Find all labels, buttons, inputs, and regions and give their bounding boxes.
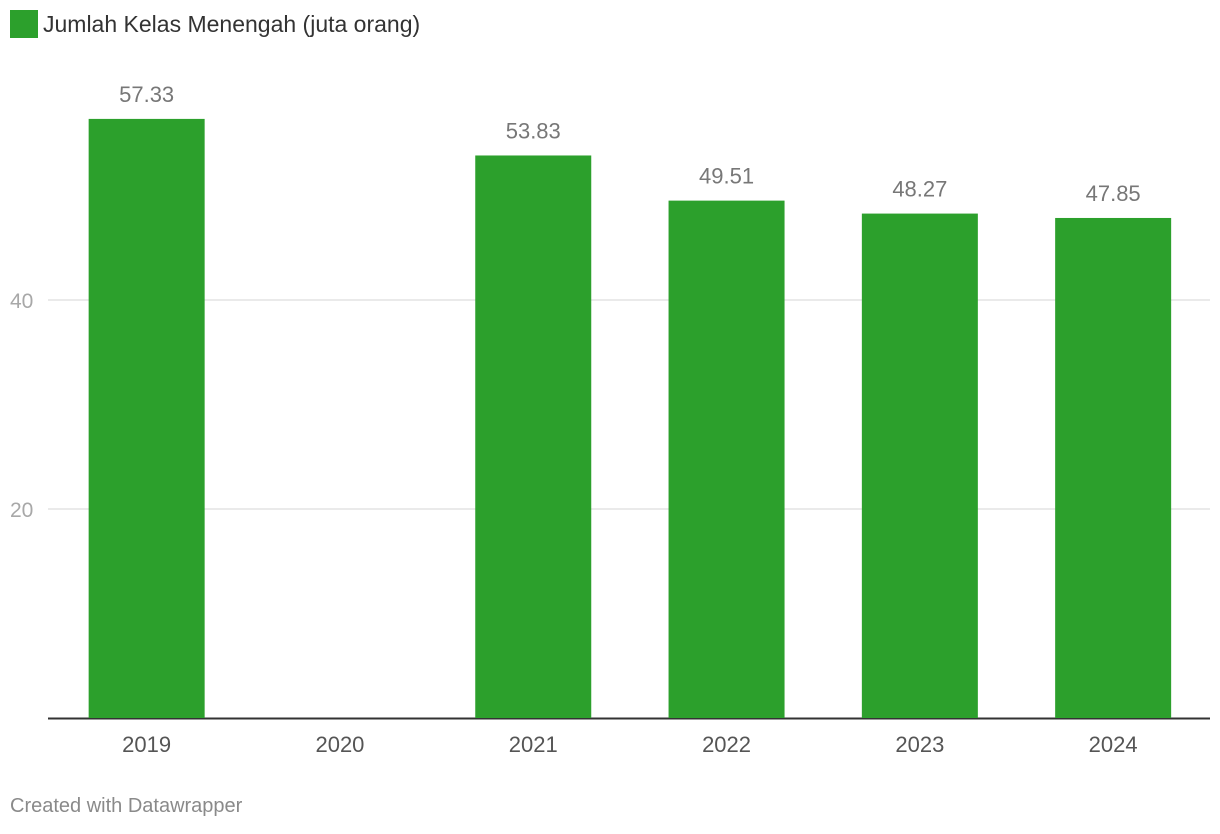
bar-2021 (475, 155, 592, 718)
bars (88, 118, 1172, 719)
bar-2022 (668, 200, 785, 719)
legend: Jumlah Kelas Menengah (juta orang) (10, 10, 420, 38)
y-tick-label-40: 40 (10, 290, 33, 313)
category-label-2024: 2024 (1089, 732, 1138, 757)
bar-2019 (88, 118, 205, 719)
value-label-2022: 49.51 (699, 164, 754, 189)
category-label-2019: 2019 (122, 732, 171, 757)
category-label-2023: 2023 (895, 732, 944, 757)
credit-text: Created with Datawrapper (10, 795, 243, 817)
category-label-2020: 2020 (315, 732, 364, 757)
value-label-2019: 57.33 (119, 82, 174, 107)
legend-swatch (10, 10, 38, 38)
value-label-2023: 48.27 (892, 177, 947, 202)
gridlines (48, 299, 1210, 720)
value-label-2021: 53.83 (506, 118, 561, 143)
bar-2023 (861, 213, 978, 719)
value-label-2024: 47.85 (1086, 181, 1141, 206)
category-label-2021: 2021 (509, 732, 558, 757)
bar-2024 (1055, 217, 1172, 718)
labels: 20 40 57.33 2019 2020 53.83 2021 49.51 2022 48.27… (10, 82, 1141, 757)
y-tick-label-20: 20 (10, 499, 33, 522)
category-label-2022: 2022 (702, 732, 751, 757)
legend-label: Jumlah Kelas Menengah (juta orang) (43, 11, 421, 37)
